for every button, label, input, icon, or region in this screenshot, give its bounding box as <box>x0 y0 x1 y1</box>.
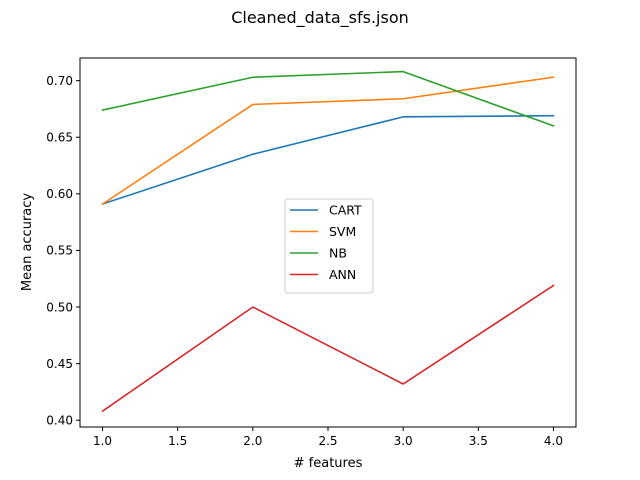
x-axis-label: # features <box>294 456 363 471</box>
y-tick-label: 0.45 <box>46 357 73 371</box>
x-tick-label: 1.0 <box>93 434 112 448</box>
x-axis-ticks: 1.0 1.5 2.0 2.5 3.0 3.5 4.0 <box>93 427 563 448</box>
y-tick-label: 0.50 <box>46 300 73 314</box>
y-tick-label: 0.40 <box>46 414 73 428</box>
x-tick-label: 2.0 <box>243 434 262 448</box>
legend-label-svm: SVM <box>329 224 356 239</box>
series-line-ann <box>101 284 555 413</box>
y-axis-ticks: 0.40 0.45 0.50 0.55 0.60 0.65 0.70 <box>46 74 80 428</box>
plot-lines <box>101 70 555 413</box>
legend-label-ann: ANN <box>329 267 356 282</box>
y-tick-label: 0.65 <box>46 131 73 145</box>
legend: CART SVM NB ANN <box>284 198 374 294</box>
legend-label-cart: CART <box>329 203 362 218</box>
x-tick-label: 3.5 <box>469 434 488 448</box>
y-tick-label: 0.55 <box>46 244 73 258</box>
series-line-cart <box>101 114 555 206</box>
chart-title: Cleaned_data_sfs.json <box>231 8 409 28</box>
y-axis-label: Mean accuracy <box>20 193 35 292</box>
x-tick-label: 3.0 <box>394 434 413 448</box>
x-tick-label: 1.5 <box>168 434 187 448</box>
x-tick-label: 4.0 <box>544 434 563 448</box>
y-tick-label: 0.70 <box>46 74 73 88</box>
series-line-svm <box>101 76 555 206</box>
legend-box <box>284 198 374 294</box>
legend-label-nb: NB <box>329 246 347 261</box>
series-line-nb <box>101 70 555 127</box>
x-tick-label: 2.5 <box>318 434 337 448</box>
y-tick-label: 0.60 <box>46 187 73 201</box>
